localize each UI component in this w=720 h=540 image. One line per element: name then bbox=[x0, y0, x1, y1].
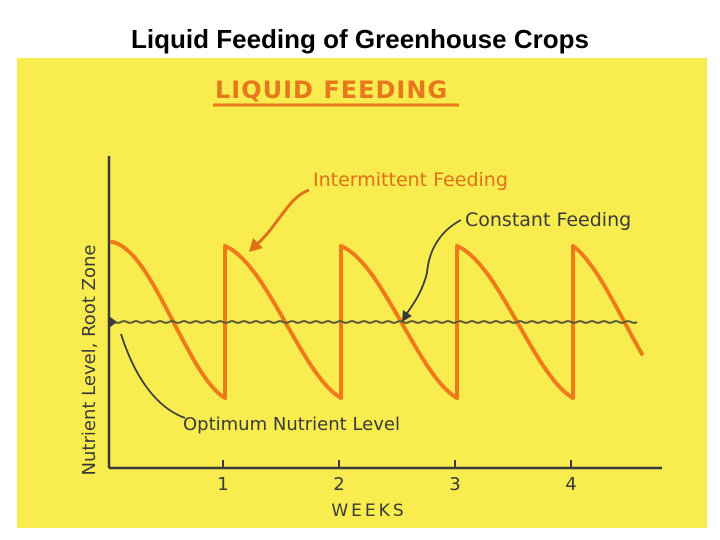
x-tick-label-2: 2 bbox=[333, 474, 344, 495]
y-axis-label: Nutrient Level, Root Zone bbox=[79, 245, 100, 476]
panel-background bbox=[17, 58, 707, 528]
optimum-level-marker bbox=[109, 316, 117, 328]
x-tick-label-1: 1 bbox=[217, 474, 228, 495]
intermittent-feeding-curve bbox=[110, 240, 644, 400]
diagram-heading: LIQUID FEEDING bbox=[215, 76, 448, 104]
optimum-level-label: Optimum Nutrient Level bbox=[183, 414, 400, 435]
intermittent-arrow bbox=[252, 188, 310, 250]
constant-arrow bbox=[404, 219, 462, 317]
diagram-panel: LIQUID FEEDING 1 2 3 4 WEEKS Nutrient Le… bbox=[17, 58, 707, 528]
slide-title: Liquid Feeding of Greenhouse Crops bbox=[131, 24, 589, 54]
x-tick-label-4: 4 bbox=[565, 474, 576, 495]
intermittent-arrowhead bbox=[249, 238, 263, 252]
constant-feeding-line bbox=[108, 320, 638, 324]
constant-arrowhead bbox=[402, 310, 412, 322]
x-axis-label: WEEKS bbox=[331, 501, 406, 521]
x-tick-label-3: 3 bbox=[449, 474, 460, 495]
constant-feeding-label: Constant Feeding bbox=[465, 209, 631, 231]
liquid-feeding-diagram: LIQUID FEEDING 1 2 3 4 WEEKS Nutrient Le… bbox=[17, 58, 707, 528]
optimum-arrow bbox=[120, 333, 186, 419]
intermittent-feeding-label: Intermittent Feeding bbox=[313, 169, 508, 191]
